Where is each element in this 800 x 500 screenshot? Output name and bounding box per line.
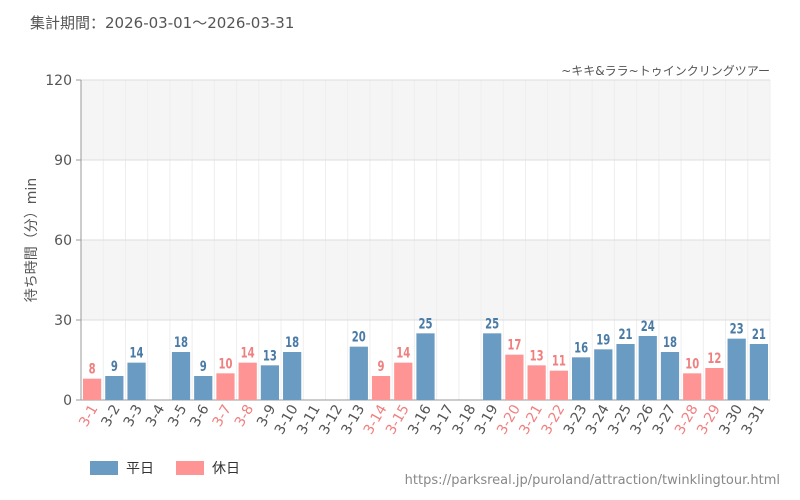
data-label-3-19: 25 (485, 315, 499, 332)
y-tick-label: 30 (54, 313, 72, 329)
y-tick-label: 90 (54, 153, 72, 169)
bar-3-8 (238, 362, 257, 400)
data-label-3-2: 9 (111, 358, 118, 375)
legend-label-holiday: 休日 (212, 461, 240, 477)
bar-3-27 (660, 352, 680, 400)
data-label-3-6: 9 (200, 358, 207, 375)
bar-3-28 (683, 373, 702, 400)
plot-band (81, 80, 770, 160)
x-tick-label-3-4: 3-4 (143, 402, 168, 430)
x-tick-label-3-2: 3-2 (99, 402, 124, 430)
bar-3-16 (416, 333, 435, 400)
x-tick-label-3-5: 3-5 (165, 402, 190, 430)
legend: 平日 休日 (90, 458, 262, 478)
bar-3-26 (638, 336, 657, 400)
period-range: 2026-03-01～2026-03-31 (105, 14, 295, 32)
data-label-3-14: 9 (378, 358, 385, 375)
x-tick-label-3-7: 3-7 (210, 402, 235, 430)
data-label-3-20: 17 (507, 336, 521, 353)
legend-swatch-weekday (90, 461, 118, 475)
data-label-3-9: 13 (263, 347, 277, 364)
data-label-3-16: 25 (418, 315, 432, 332)
bar-3-24 (594, 349, 613, 400)
y-tick-label: 0 (63, 393, 72, 409)
data-label-3-28: 10 (685, 355, 699, 372)
x-tick-label-3-1: 3-1 (76, 402, 101, 430)
data-label-3-8: 14 (241, 344, 255, 361)
data-label-3-29: 12 (707, 350, 721, 367)
bar-3-19 (483, 333, 502, 400)
data-label-3-31: 21 (752, 326, 766, 343)
plot-band (81, 240, 770, 320)
data-label-3-23: 16 (574, 339, 588, 356)
bar-3-23 (571, 357, 591, 400)
data-label-3-1: 8 (89, 360, 96, 377)
bar-3-15 (394, 362, 413, 400)
y-tick-label: 120 (45, 73, 72, 89)
legend-item-holiday: 休日 (176, 458, 240, 478)
bar-3-7 (216, 373, 235, 400)
data-label-3-24: 19 (596, 331, 610, 348)
data-label-3-5: 18 (174, 334, 188, 351)
period-text: 集計期間：2026-03-01～2026-03-31 (30, 12, 294, 33)
data-label-3-27: 18 (663, 334, 677, 351)
bar-3-20 (505, 354, 524, 400)
legend-label-weekday: 平日 (126, 461, 154, 477)
data-label-3-13: 20 (352, 328, 366, 345)
bar-3-5 (171, 352, 191, 400)
attraction-name: ~キキ&ララ~トゥインクリングツアー (561, 64, 770, 78)
data-label-3-25: 21 (619, 326, 633, 343)
data-label-3-26: 24 (641, 318, 655, 335)
x-tick-label-3-6: 3-6 (187, 402, 212, 430)
y-axis-title: 待ち時間（分）min (24, 178, 40, 302)
bar-3-30 (727, 338, 746, 400)
y-tick-label: 60 (54, 233, 72, 249)
x-tick-label-3-3: 3-3 (121, 402, 146, 430)
x-tick-label-3-31: 3-31 (739, 402, 769, 438)
bar-3-29 (705, 368, 724, 400)
bar-3-1 (83, 378, 102, 400)
bar-3-6 (194, 376, 213, 400)
source-url: https://parksreal.jp/puroland/attraction… (404, 473, 780, 488)
bar-3-10 (283, 352, 302, 400)
data-label-3-30: 23 (730, 320, 744, 337)
legend-swatch-holiday (176, 461, 204, 475)
data-label-3-21: 13 (530, 347, 544, 364)
period-label: 集計期間： (30, 14, 106, 32)
bar-3-31 (749, 344, 768, 400)
bar-3-3 (127, 362, 146, 400)
bar-3-25 (616, 344, 635, 400)
bar-3-13 (349, 346, 368, 400)
data-label-3-22: 11 (552, 352, 566, 369)
data-label-3-7: 10 (218, 355, 232, 372)
x-tick-label-3-8: 3-8 (232, 402, 257, 430)
data-label-3-3: 14 (130, 344, 144, 361)
bar-3-14 (371, 376, 391, 400)
bar-3-9 (260, 365, 280, 400)
bar-3-22 (549, 370, 568, 400)
data-label-3-15: 14 (396, 344, 410, 361)
bar-3-2 (105, 376, 124, 400)
data-label-3-10: 18 (285, 334, 299, 351)
legend-item-weekday: 平日 (90, 458, 154, 478)
bar-3-21 (527, 365, 546, 400)
